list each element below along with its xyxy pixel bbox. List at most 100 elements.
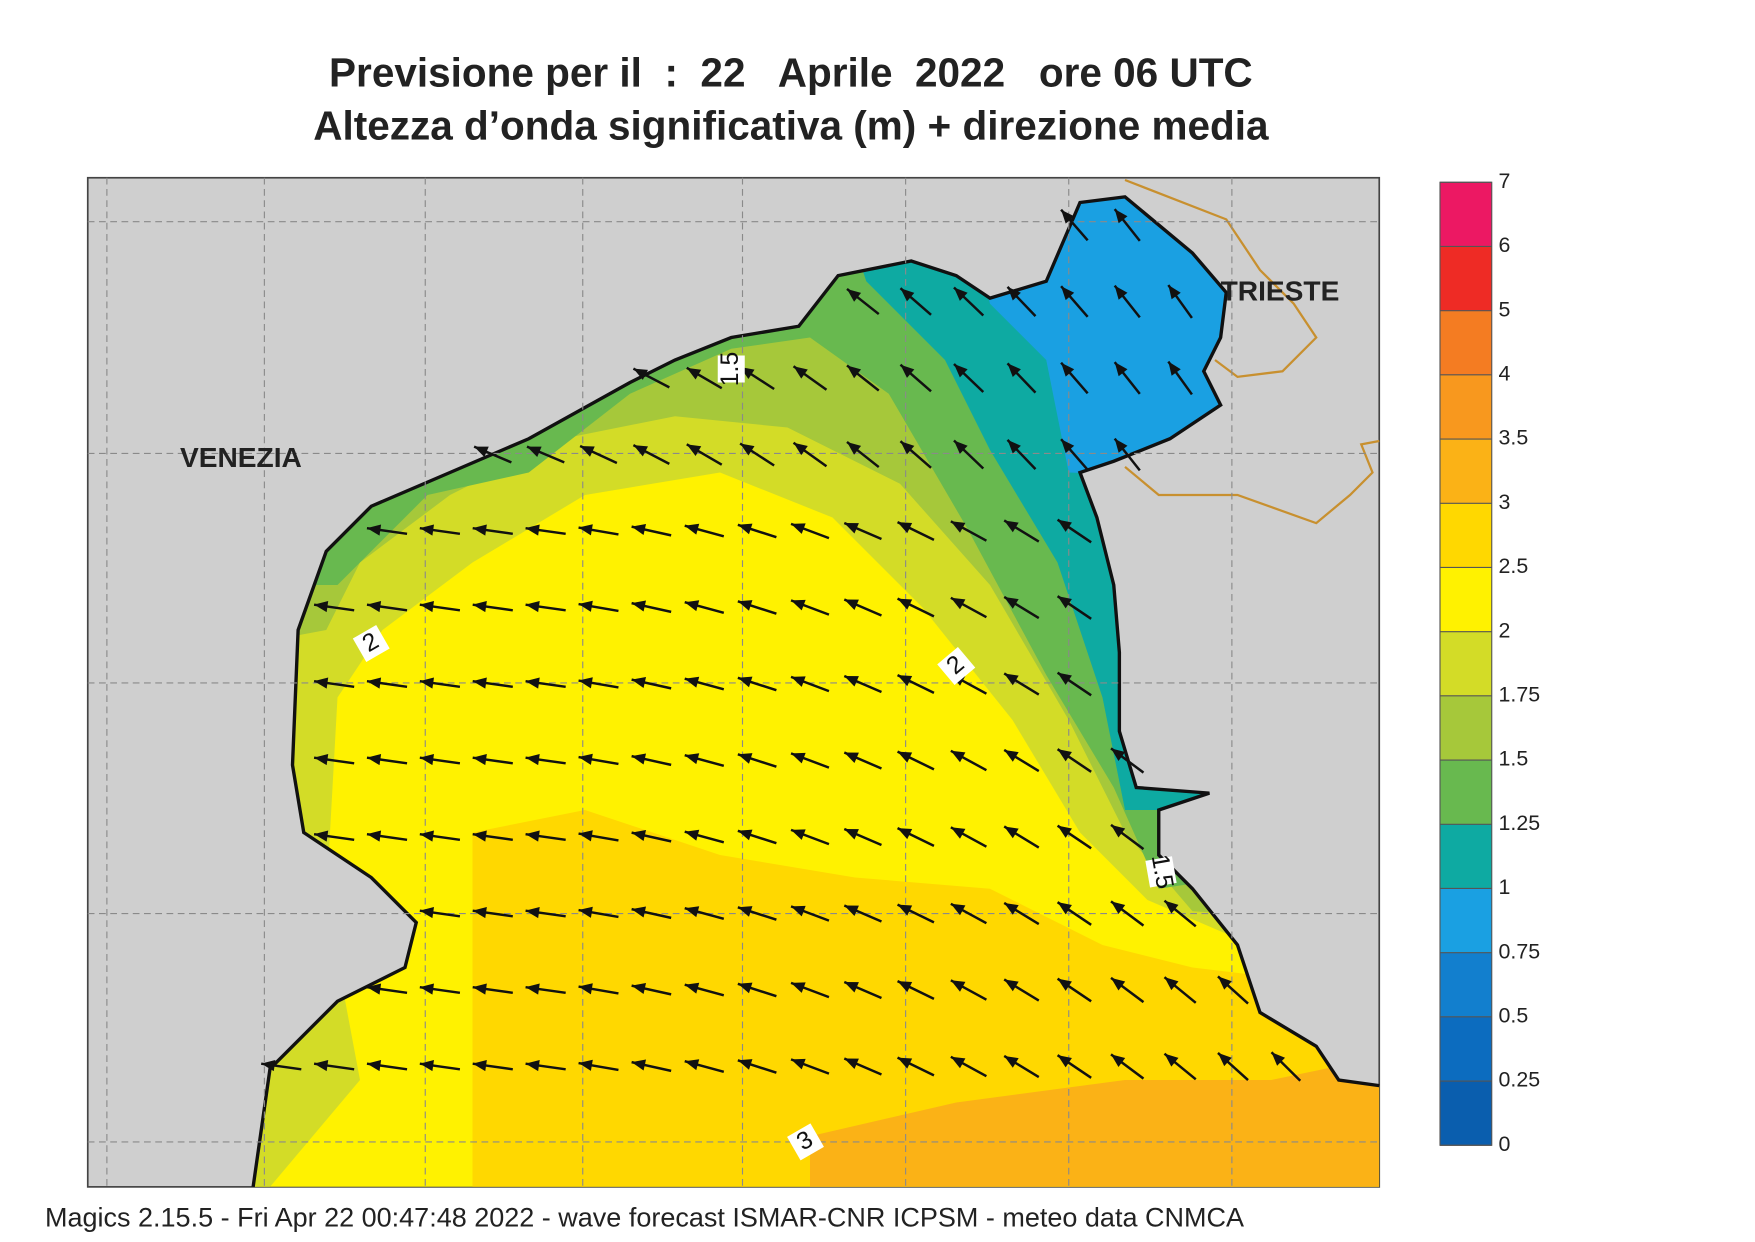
- arrow-head: [686, 367, 702, 380]
- arrow-head: [1057, 749, 1072, 762]
- arrow-head: [1114, 362, 1128, 377]
- arrow-head: [631, 524, 647, 536]
- arrow-head: [366, 983, 382, 995]
- arrow-head: [472, 753, 487, 766]
- arrow-head: [844, 599, 859, 611]
- contour-label-bg: [787, 1123, 824, 1161]
- arrow-head: [1111, 1054, 1126, 1067]
- arrow-head: [791, 905, 806, 917]
- arrow-head: [844, 676, 859, 687]
- arrow-head: [525, 830, 540, 842]
- city-label: VENEZIA: [180, 442, 302, 473]
- colorbar-label: 1.5: [1499, 747, 1529, 771]
- arrow-head: [1057, 1055, 1072, 1068]
- arrow-head: [740, 443, 755, 456]
- arrow-head: [631, 1059, 647, 1071]
- arrow-head: [791, 523, 806, 534]
- arrow-head: [1057, 825, 1072, 838]
- arrow-head: [1111, 824, 1126, 838]
- contour-label: 1.5: [1146, 852, 1179, 891]
- colorbar-band: [1440, 1081, 1492, 1146]
- arrow-head: [631, 753, 647, 765]
- arrow-head: [419, 830, 434, 842]
- arrow-head: [366, 1059, 382, 1072]
- arrow-head: [1057, 902, 1072, 915]
- colorbar-band: [1440, 182, 1492, 247]
- arrow-head: [578, 906, 593, 918]
- colorbar-band: [1440, 374, 1492, 440]
- arrow-head: [1004, 826, 1019, 839]
- arrow-head: [472, 906, 487, 919]
- colorbar-band: [1440, 439, 1492, 504]
- arrow-head: [844, 523, 859, 534]
- arrow-head: [472, 983, 487, 995]
- arrow-head: [578, 1059, 593, 1071]
- arrow-head: [578, 600, 593, 612]
- arrow-head: [791, 752, 806, 764]
- arrow-head: [1061, 209, 1075, 224]
- colorbar-band: [1440, 631, 1492, 696]
- contour-label: 1.5: [717, 352, 744, 386]
- colorbar-band: [1440, 760, 1492, 825]
- arrow-head: [950, 597, 966, 610]
- arrow-head: [684, 676, 700, 688]
- arrow-head: [897, 904, 913, 916]
- arrow-head: [844, 829, 859, 840]
- arrow-head: [366, 753, 382, 766]
- arrow-head: [633, 445, 648, 457]
- colorbar-label: 3: [1499, 490, 1511, 514]
- arrow-head: [846, 365, 862, 379]
- arrow-head: [1057, 978, 1072, 991]
- arrow-head: [631, 830, 647, 842]
- colorbar-label: 1.25: [1499, 811, 1541, 835]
- arrow-head: [684, 600, 700, 612]
- arrow-head: [1061, 286, 1075, 301]
- contour-label-bg: [352, 625, 390, 662]
- footer: Magics 2.15.5 - Fri Apr 22 00:47:48 2022…: [45, 1202, 1244, 1232]
- colorbar-label: 7: [1499, 169, 1511, 193]
- arrow-head: [525, 1059, 540, 1072]
- colorbar-label: 6: [1499, 233, 1511, 257]
- arrow-head: [950, 750, 966, 763]
- arrow-head: [1004, 596, 1019, 609]
- arrow-head: [1004, 902, 1019, 915]
- arrow-head: [1004, 1055, 1019, 1068]
- arrow-head: [846, 441, 862, 455]
- arrow-head: [737, 600, 753, 611]
- arrow-head: [950, 1056, 966, 1069]
- arrow-head: [419, 677, 434, 689]
- arrow-head: [472, 1059, 487, 1072]
- arrow-head: [1111, 977, 1126, 991]
- arrow-head: [314, 1059, 329, 1072]
- arrow-head: [791, 829, 806, 840]
- colorbar-label: 5: [1499, 297, 1511, 321]
- arrow-head: [1111, 901, 1126, 914]
- arrow-head: [686, 444, 702, 456]
- arrow-head: [1217, 976, 1232, 990]
- arrow-head: [578, 830, 593, 842]
- arrow-head: [633, 368, 648, 380]
- colorbar-band: [1440, 1016, 1492, 1082]
- arrow-head: [472, 524, 487, 536]
- arrow-head: [526, 446, 542, 458]
- arrow-head: [793, 442, 808, 456]
- arrow-head: [953, 287, 968, 301]
- colorbar-band: [1440, 888, 1492, 953]
- arrow-head: [737, 1059, 753, 1070]
- coastline: [251, 195, 1380, 1188]
- arrow-head: [525, 906, 540, 919]
- arrow-head: [419, 753, 434, 766]
- arrow-head: [474, 446, 489, 458]
- arrow-head: [844, 905, 859, 917]
- colorbar-label: 1: [1499, 875, 1511, 899]
- arrow-head: [578, 677, 593, 689]
- arrow-head: [578, 524, 593, 536]
- arrow-head: [1007, 286, 1021, 301]
- arrow-head: [314, 600, 329, 613]
- arrow-head: [1114, 209, 1128, 224]
- colorbar-label: 2: [1499, 618, 1511, 642]
- arrow-head: [578, 753, 593, 765]
- arrow-head: [897, 675, 913, 687]
